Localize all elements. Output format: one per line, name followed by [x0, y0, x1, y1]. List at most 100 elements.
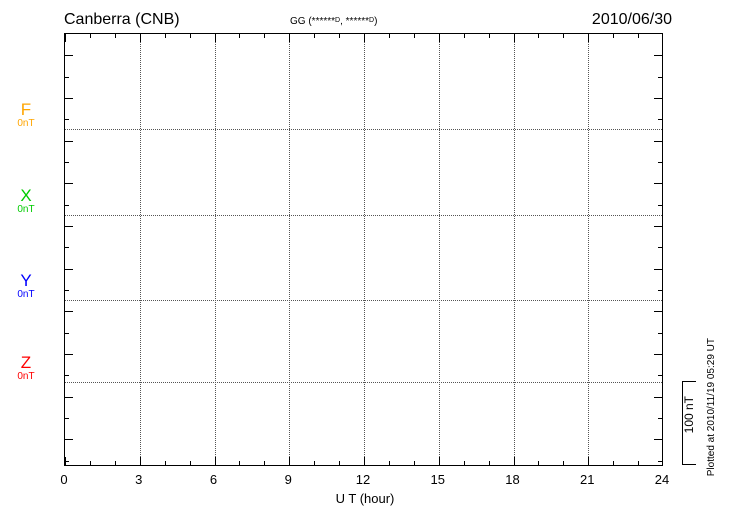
component-label-x: X 0nT	[0, 186, 56, 216]
scale-bar-top-cap	[682, 381, 696, 382]
y-tick-left-3	[65, 98, 73, 99]
y-tick-right-7	[654, 183, 662, 184]
geographic-coordinates-label: GG (******D, ******D)	[290, 14, 377, 28]
y-tick-left-14	[65, 333, 69, 334]
y-tick-left-10	[65, 247, 69, 248]
geo-longitude: ******	[345, 16, 370, 27]
y-tick-left-6	[65, 162, 69, 163]
observation-date: 2010/06/30	[591, 11, 672, 28]
vertical-gridline-6h	[215, 34, 216, 465]
x-tick-top-6h	[215, 34, 216, 42]
x-tick-label-18: 18	[505, 472, 520, 487]
x-tick-top-20h	[563, 34, 564, 38]
zero-line-f	[65, 129, 662, 130]
x-tick-label-12: 12	[355, 472, 371, 487]
y-tick-left-17	[65, 397, 73, 398]
component-letter-x: X	[20, 186, 32, 205]
x-tick-bottom-10h	[314, 461, 315, 465]
scale-bar-stem	[682, 381, 683, 465]
vertical-gridline-18h	[514, 34, 515, 465]
component-baseline-unit-y: 0nT	[17, 289, 35, 300]
y-tick-left-13	[65, 311, 73, 312]
x-tick-top-23h	[638, 34, 639, 38]
x-tick-bottom-1h	[90, 461, 91, 465]
component-letter-y: Y	[20, 271, 32, 290]
component-letter-z: Z	[20, 353, 32, 372]
scale-bar	[676, 381, 696, 465]
x-tick-top-11h	[339, 34, 340, 38]
component-label-y: Y 0nT	[0, 271, 56, 301]
x-tick-label-3: 3	[135, 472, 143, 487]
x-tick-bottom-21h	[588, 457, 589, 465]
x-tick-top-22h	[613, 34, 614, 38]
x-tick-top-9h	[289, 34, 290, 42]
geo-latitude-degree-superscript: D	[335, 17, 341, 24]
y-tick-right-15	[654, 354, 662, 355]
x-tick-bottom-8h	[264, 461, 265, 465]
y-tick-left-9	[65, 226, 73, 227]
y-tick-right-2	[658, 77, 662, 78]
x-tick-bottom-14h	[414, 461, 415, 465]
geo-suffix: )	[374, 16, 378, 27]
zero-line-y	[65, 300, 662, 301]
y-tick-left-16	[65, 375, 69, 376]
y-tick-left-18	[65, 418, 69, 419]
x-tick-top-7h	[239, 34, 240, 38]
x-tick-bottom-15h	[439, 457, 440, 465]
x-tick-bottom-12h	[364, 457, 365, 465]
plotted-at-caption: Plotted at 2010/11/19 05:29 UT	[706, 338, 717, 477]
y-tick-left-2	[65, 77, 69, 78]
y-tick-left-5	[65, 141, 73, 142]
x-tick-top-13h	[389, 34, 390, 38]
x-tick-top-18h	[514, 34, 515, 42]
vertical-gridline-15h	[439, 34, 440, 465]
y-tick-left-1	[65, 55, 73, 56]
y-tick-right-5	[654, 141, 662, 142]
x-tick-bottom-11h	[339, 461, 340, 465]
x-tick-top-16h	[464, 34, 465, 38]
y-tick-right-1	[654, 55, 662, 56]
vertical-gridline-9h	[289, 34, 290, 465]
vertical-gridline-3h	[140, 34, 141, 465]
scale-bar-bottom-cap	[682, 464, 696, 465]
y-tick-left-19	[65, 439, 73, 440]
x-tick-bottom-6h	[215, 457, 216, 465]
x-tick-top-17h	[489, 34, 490, 38]
y-tick-right-3	[654, 98, 662, 99]
y-tick-right-18	[658, 418, 662, 419]
x-tick-label-21: 21	[580, 472, 595, 487]
component-baseline-unit-f: 0nT	[17, 118, 35, 129]
component-letter-f: F	[20, 100, 32, 119]
y-tick-right-11	[654, 269, 662, 270]
x-tick-bottom-9h	[289, 457, 290, 465]
y-tick-right-17	[654, 397, 662, 398]
y-tick-right-20	[658, 461, 662, 462]
x-tick-top-14h	[414, 34, 415, 38]
component-baseline-unit-x: 0nT	[17, 204, 35, 215]
geo-latitude: ******	[311, 16, 336, 27]
plot-inner	[65, 34, 662, 465]
geo-prefix: GG (	[290, 16, 312, 27]
x-tick-bottom-23h	[638, 461, 639, 465]
x-tick-bottom-7h	[239, 461, 240, 465]
x-tick-top-8h	[264, 34, 265, 38]
x-tick-bottom-16h	[464, 461, 465, 465]
y-tick-left-7	[65, 183, 73, 184]
vertical-gridline-21h	[588, 34, 589, 465]
y-tick-left-8	[65, 205, 69, 206]
x-tick-top-1h	[90, 34, 91, 38]
y-tick-right-8	[658, 205, 662, 206]
x-tick-top-12h	[364, 34, 365, 42]
x-tick-bottom-19h	[538, 461, 539, 465]
y-tick-right-6	[658, 162, 662, 163]
zero-line-x	[65, 215, 662, 216]
y-tick-right-14	[658, 333, 662, 334]
y-tick-right-16	[658, 375, 662, 376]
y-tick-right-10	[658, 247, 662, 248]
scale-bar-label: 100 nT	[682, 396, 696, 434]
x-tick-top-3h	[140, 34, 141, 42]
geo-separator: ,	[340, 16, 346, 27]
component-baseline-unit-z: 0nT	[17, 371, 35, 382]
y-tick-left-20	[65, 461, 69, 462]
